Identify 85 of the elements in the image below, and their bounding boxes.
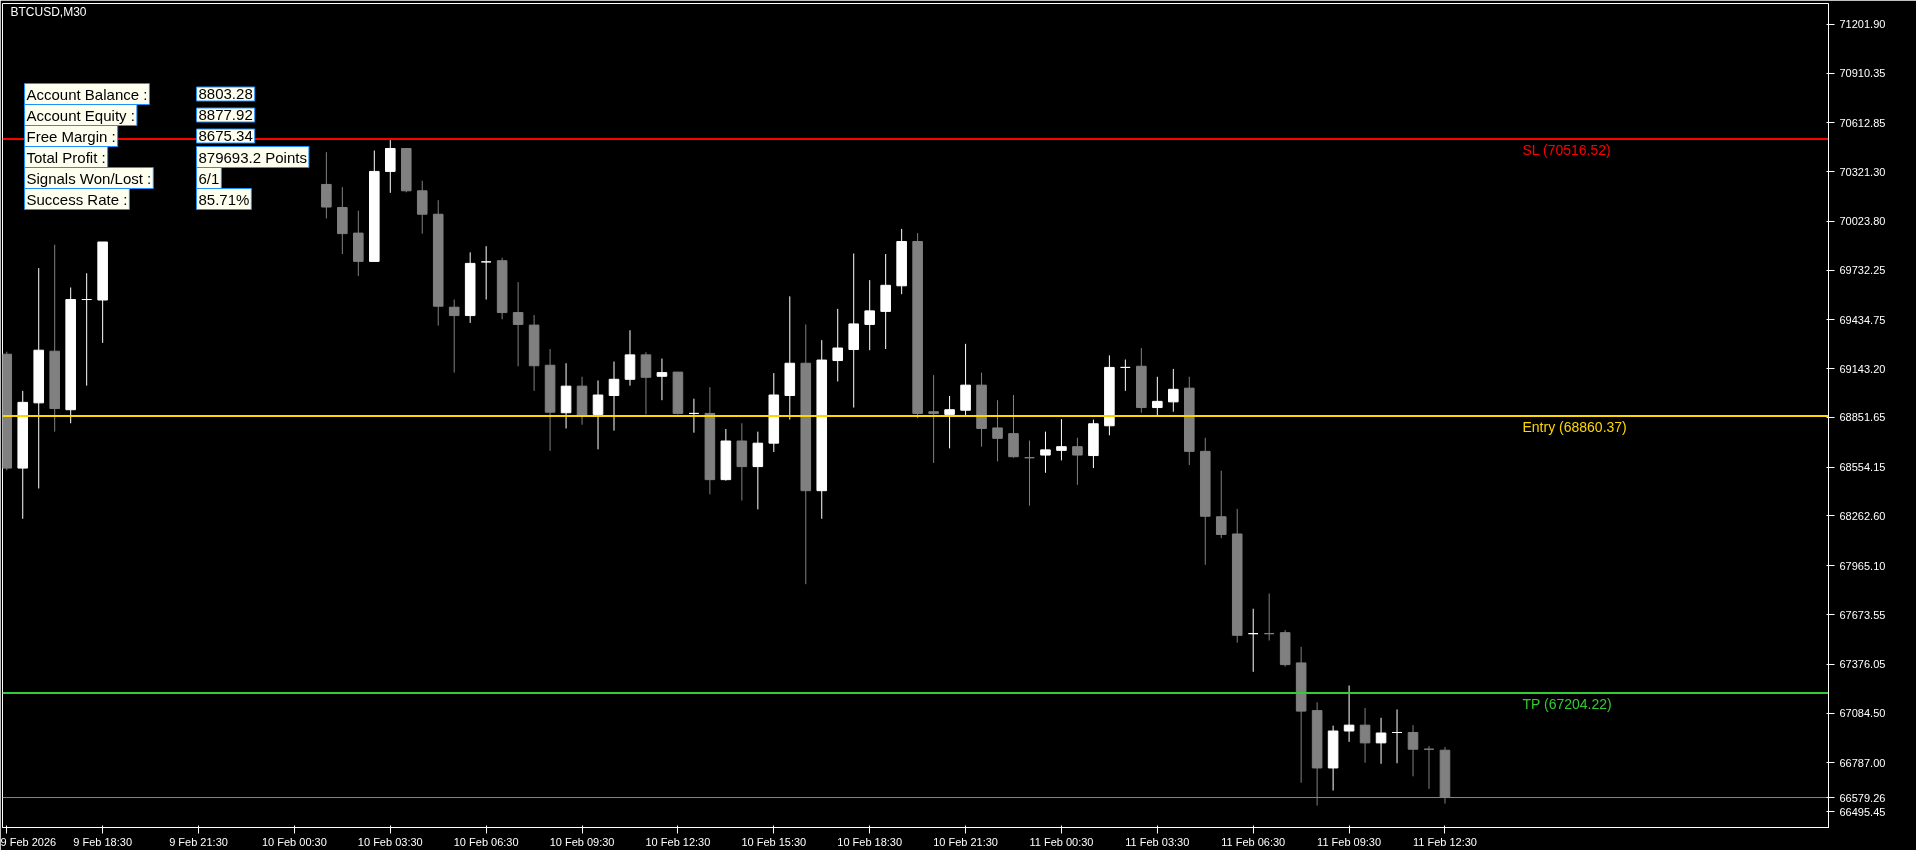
- candlestick: [832, 308, 844, 382]
- x-tick-label: 10 Feb 12:30: [645, 835, 711, 848]
- y-tick-label: 70321.30: [1839, 165, 1886, 178]
- candlestick: [1040, 431, 1051, 474]
- y-tick-label: 70023.80: [1839, 215, 1886, 228]
- ref-line-label: SL (70516.52): [1522, 142, 1611, 159]
- candlestick: [416, 180, 428, 235]
- candlestick: [944, 395, 955, 449]
- x-tick-label: 11 Feb 06:30: [1221, 835, 1286, 848]
- annotation: 8877.92: [198, 106, 253, 123]
- candlestick: [592, 379, 604, 450]
- x-tick-label: 10 Feb 21:30: [933, 835, 998, 848]
- x-tick-label: 10 Feb 06:30: [453, 835, 519, 848]
- candlestick: [688, 398, 700, 434]
- candlestick: [1247, 608, 1259, 673]
- x-tick-label: 11 Feb 09:30: [1317, 835, 1382, 848]
- annotation: 6/1: [198, 169, 220, 187]
- candlestick: [1215, 470, 1227, 539]
- ref-line-label: 66579.26: [1839, 791, 1886, 804]
- candlestick: [1343, 685, 1355, 743]
- annotation: Free Margin :: [26, 127, 116, 145]
- y-tick-label: 67673.55: [1839, 608, 1886, 621]
- candlestick: [512, 281, 524, 367]
- chart-title: BTCUSD,M30: [10, 4, 87, 19]
- y-tick-label: 69434.75: [1839, 313, 1886, 326]
- x-tick-label: 10 Feb 09:30: [549, 835, 615, 848]
- annotation: 8675.34: [198, 127, 253, 144]
- candlestick: [384, 139, 396, 194]
- y-tick-label: 68554.15: [1839, 461, 1886, 474]
- y-tick-label: 69732.25: [1839, 264, 1886, 277]
- annotation: Success Rate :: [26, 190, 128, 208]
- candlestick: [752, 431, 764, 510]
- candlestick: [321, 151, 332, 219]
- candlestick: [1391, 708, 1403, 764]
- ref-line-label: Entry (68860.37): [1522, 419, 1627, 436]
- y-tick-label: 67376.05: [1839, 658, 1886, 671]
- candlestick: [1072, 437, 1083, 486]
- y-tick-label: 67965.10: [1839, 559, 1886, 572]
- candlestick: [1024, 440, 1035, 507]
- candlestick: [656, 358, 668, 401]
- annotation: Account Equity :: [26, 106, 135, 124]
- x-tick-label: 10 Feb 03:30: [357, 835, 423, 848]
- candlestick: [1008, 394, 1019, 459]
- annotation: 8803.28: [198, 85, 253, 102]
- annotation: 879693.2 Points: [198, 148, 307, 166]
- y-tick-label: 66495.45: [1839, 805, 1886, 818]
- y-tick-label: 70910.35: [1839, 67, 1886, 80]
- candlestick: [1407, 724, 1419, 777]
- candlestick: [608, 361, 620, 432]
- candlestick: [1263, 593, 1275, 642]
- y-tick-label: 68262.60: [1839, 510, 1886, 522]
- candlestick: [864, 279, 875, 351]
- x-tick-label: 10 Feb 18:30: [837, 835, 903, 848]
- x-tick-label: 9 Feb 2026: [0, 835, 57, 848]
- x-tick-label: 11 Feb 12:30: [1412, 835, 1477, 848]
- candlestick: [1120, 359, 1131, 392]
- y-tick-label: 67084.50: [1839, 707, 1886, 720]
- annotation: Signals Won/Lost :: [26, 169, 152, 187]
- y-tick-label: 71201.90: [1839, 18, 1886, 31]
- candlestick: [1375, 717, 1387, 765]
- candlestick: [480, 245, 492, 301]
- y-tick-label: 66787.00: [1839, 756, 1886, 769]
- candlestick: [448, 299, 460, 374]
- candlestick: [640, 351, 652, 415]
- x-tick-label: 9 Feb 21:30: [169, 835, 228, 848]
- x-tick-label: 10 Feb 15:30: [741, 835, 807, 848]
- y-tick-label: 68851.65: [1839, 411, 1886, 424]
- candlestick: [1056, 418, 1067, 461]
- y-tick-label: 70612.85: [1839, 116, 1886, 129]
- candlestick: [81, 272, 92, 387]
- annotation: 85.71%: [198, 190, 250, 208]
- candlestick: [992, 399, 1003, 462]
- x-tick-label: 11 Feb 03:30: [1125, 835, 1190, 848]
- candlestick: [928, 374, 939, 464]
- candlestick: [1168, 368, 1179, 413]
- candlestick: [1359, 707, 1371, 764]
- candlestick: [1152, 376, 1163, 417]
- x-tick-label: 11 Feb 00:30: [1029, 835, 1094, 848]
- annotation: Total Profit :: [26, 148, 106, 166]
- x-tick-label: 9 Feb 18:30: [73, 835, 133, 848]
- candlestick: [1423, 745, 1435, 790]
- ref-line-label: TP (67204.22): [1522, 696, 1612, 712]
- y-tick-label: 69143.20: [1839, 362, 1886, 375]
- annotation: Account Balance :: [26, 85, 148, 103]
- x-tick-label: 10 Feb 00:30: [261, 835, 327, 848]
